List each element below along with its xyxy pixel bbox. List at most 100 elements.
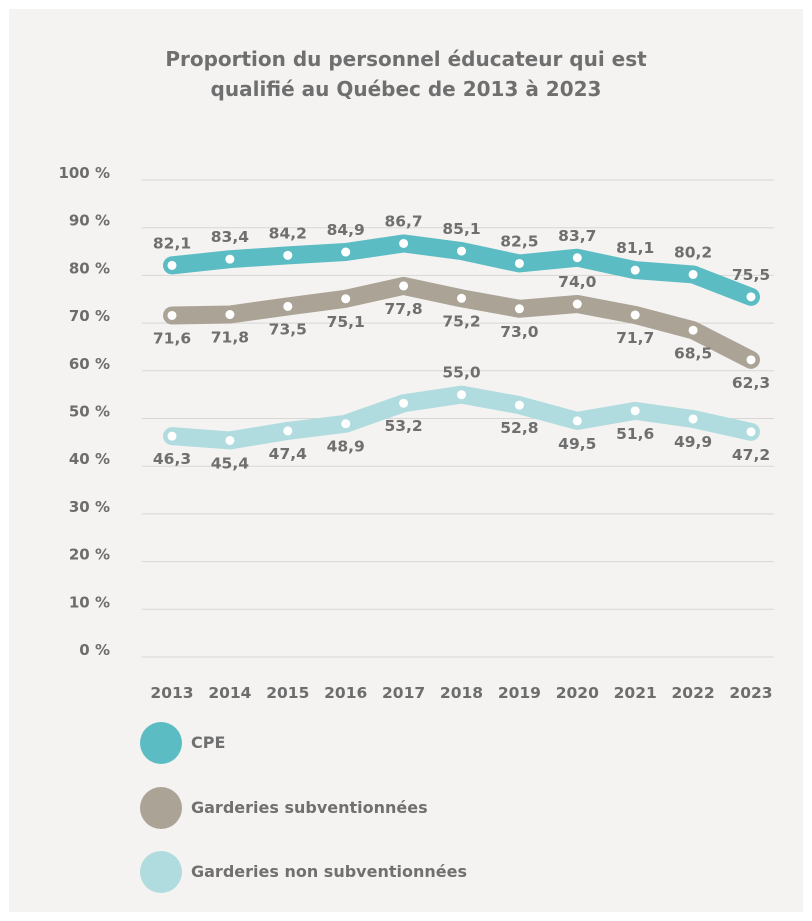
legend-item-cpe: CPE: [140, 722, 560, 764]
data-label-garderies-non-subventionnees: 45,4: [211, 454, 249, 472]
data-label-cpe: 80,2: [674, 243, 712, 261]
x-tick-label: 2017: [382, 684, 425, 702]
data-point-garderies-non-subventionnees: [746, 427, 756, 437]
data-point-garderies-subventionnees: [225, 310, 235, 320]
data-label-garderies-subventionnees: 73,0: [500, 323, 538, 341]
data-label-garderies-non-subventionnees: 48,9: [327, 438, 365, 456]
data-point-garderies-non-subventionnees: [341, 419, 351, 429]
series-line-garderies-non-subventionnees: [163, 385, 760, 450]
y-tick-label: 70 %: [69, 307, 110, 325]
legend-item-garderies-subventionnees: Garderies subventionnées: [140, 787, 560, 829]
data-point-cpe: [572, 253, 582, 263]
data-point-garderies-non-subventionnees: [283, 426, 293, 436]
data-label-garderies-subventionnees: 71,8: [211, 329, 249, 347]
y-tick-label: 50 %: [69, 403, 110, 421]
data-point-cpe: [399, 238, 409, 248]
data-label-garderies-non-subventionnees: 51,6: [616, 425, 654, 443]
data-label-garderies-non-subventionnees: 47,4: [269, 445, 307, 463]
data-point-garderies-non-subventionnees: [688, 414, 698, 424]
data-label-cpe: 86,7: [384, 212, 422, 230]
data-point-garderies-non-subventionnees: [630, 406, 640, 416]
x-tick-label: 2020: [556, 684, 599, 702]
series-lines: [163, 234, 760, 450]
x-tick-label: 2015: [266, 684, 309, 702]
data-label-garderies-non-subventionnees: 49,9: [674, 433, 712, 451]
chart-card: [9, 9, 803, 912]
data-label-cpe: 84,9: [327, 221, 365, 239]
data-point-cpe: [746, 292, 756, 302]
data-label-cpe: 84,2: [269, 224, 307, 242]
y-tick-label: 40 %: [69, 450, 110, 468]
legend-label-cpe: CPE: [191, 733, 226, 752]
y-tick-label: 90 %: [69, 212, 110, 230]
data-label-garderies-subventionnees: 73,5: [269, 320, 307, 338]
data-label-garderies-subventionnees: 68,5: [674, 344, 712, 362]
data-label-garderies-subventionnees: 75,1: [327, 313, 365, 331]
data-point-garderies-subventionnees: [167, 310, 177, 320]
data-label-garderies-non-subventionnees: 46,3: [153, 450, 191, 468]
x-tick-label: 2013: [150, 684, 193, 702]
data-point-garderies-non-subventionnees: [514, 400, 524, 410]
y-tick-label: 10 %: [69, 593, 110, 611]
data-point-cpe: [514, 258, 524, 268]
data-label-cpe: 85,1: [442, 220, 480, 238]
y-tick-label: 80 %: [69, 259, 110, 277]
data-point-garderies-subventionnees: [399, 281, 409, 291]
data-label-garderies-subventionnees: 62,3: [732, 374, 770, 392]
data-label-cpe: 83,4: [211, 228, 249, 246]
data-point-garderies-subventionnees: [746, 355, 756, 365]
data-point-cpe: [225, 254, 235, 264]
y-axis: 100 % 90 % 80 % 70 % 60 % 50 % 40 % 30 % 20 % 10 …: [58, 164, 110, 659]
data-point-garderies-non-subventionnees: [572, 416, 582, 426]
data-labels: 82,1 83,4 84,2 84,9 86,7 85,1 82,5 83,7 81,1 80,2…: [153, 212, 770, 472]
data-point-garderies-subventionnees: [341, 294, 351, 304]
data-label-garderies-non-subventionnees: 55,0: [442, 364, 480, 382]
legend-item-garderies-non-subventionnees: Garderies non subventionnées: [140, 851, 560, 893]
data-point-garderies-subventionnees: [514, 304, 524, 314]
data-label-garderies-subventionnees: 71,7: [616, 329, 654, 347]
data-point-cpe: [283, 250, 293, 260]
x-tick-label: 2022: [672, 684, 715, 702]
legend-swatch-cpe: [140, 722, 182, 764]
data-point-garderies-non-subventionnees: [399, 398, 409, 408]
y-tick-label: 0 %: [79, 641, 110, 659]
data-point-garderies-subventionnees: [630, 310, 640, 320]
data-point-cpe: [167, 260, 177, 270]
data-label-cpe: 83,7: [558, 227, 596, 245]
data-point-garderies-subventionnees: [457, 293, 466, 303]
legend-swatch-garderies-non-subventionnees: [140, 851, 182, 893]
data-label-cpe: 82,5: [500, 232, 538, 250]
chart-title: Proportion du personnel éducateur qui es…: [0, 44, 812, 104]
data-label-cpe: 82,1: [153, 234, 191, 252]
data-point-garderies-non-subventionnees: [225, 435, 235, 445]
y-tick-label: 100 %: [58, 164, 110, 182]
data-point-garderies-non-subventionnees: [457, 390, 466, 400]
data-label-garderies-non-subventionnees: 52,8: [500, 419, 538, 437]
y-tick-label: 20 %: [69, 546, 110, 564]
data-point-garderies-subventionnees: [688, 325, 698, 335]
data-label-garderies-subventionnees: 71,6: [153, 329, 191, 347]
y-tick-label: 30 %: [69, 498, 110, 516]
x-tick-label: 2014: [208, 684, 251, 702]
legend-swatch-garderies-subventionnees: [140, 787, 182, 829]
data-label-garderies-subventionnees: 75,2: [442, 312, 480, 330]
x-tick-label: 2021: [614, 684, 657, 702]
x-tick-label: 2016: [324, 684, 367, 702]
data-point-cpe: [688, 269, 698, 279]
legend-label-garderies-subventionnees: Garderies subventionnées: [191, 798, 428, 817]
legend-label-garderies-non-subventionnees: Garderies non subventionnées: [191, 862, 467, 881]
data-label-garderies-non-subventionnees: 47,2: [732, 446, 770, 464]
data-label-garderies-subventionnees: 74,0: [558, 273, 596, 291]
data-point-cpe: [341, 247, 351, 257]
x-axis: 2013 2014 2015 2016 2017 2018 2019 2020 2021 2022…: [150, 684, 772, 702]
x-tick-label: 2018: [440, 684, 483, 702]
data-point-cpe: [457, 246, 466, 256]
data-label-cpe: 75,5: [732, 266, 770, 284]
data-label-cpe: 81,1: [616, 239, 654, 257]
chart-title-line-2: qualifié au Québec de 2013 à 2023: [210, 77, 602, 101]
data-point-garderies-subventionnees: [283, 301, 293, 311]
data-label-garderies-subventionnees: 77,8: [384, 300, 422, 318]
x-tick-label: 2019: [498, 684, 541, 702]
y-tick-label: 60 %: [69, 355, 110, 373]
